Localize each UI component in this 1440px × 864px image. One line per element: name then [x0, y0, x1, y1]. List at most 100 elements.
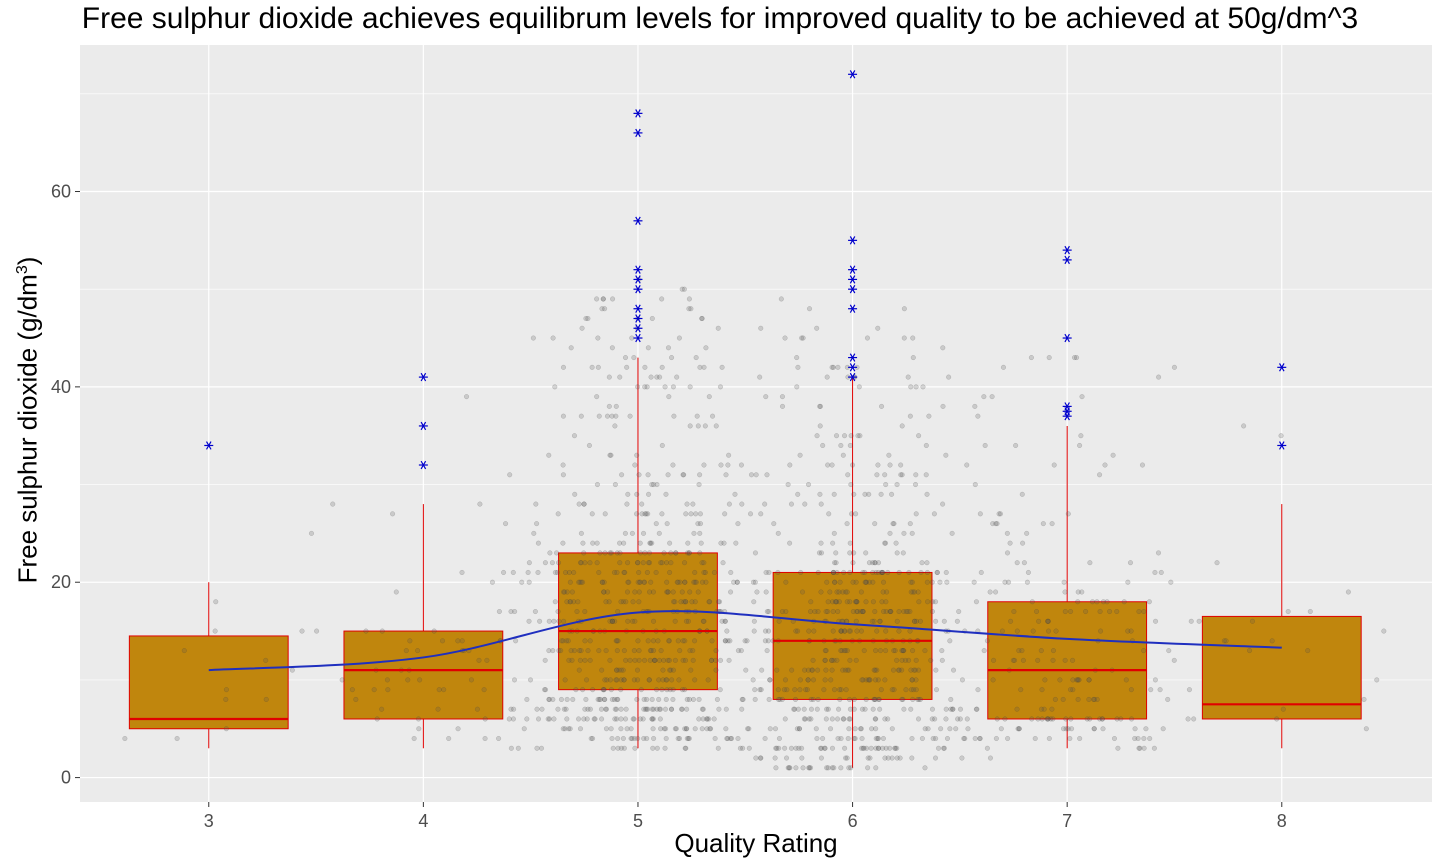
data-point — [537, 618, 543, 624]
data-point — [1186, 687, 1193, 693]
data-point — [687, 384, 693, 390]
data-point — [797, 687, 803, 693]
data-point — [922, 726, 928, 732]
data-point — [834, 657, 840, 663]
data-point — [1060, 696, 1066, 702]
data-point — [852, 374, 858, 380]
data-point — [679, 706, 685, 712]
data-point — [674, 374, 680, 380]
data-point — [800, 765, 806, 771]
data-point — [648, 579, 654, 585]
data-point — [1305, 648, 1311, 654]
data-point — [704, 716, 710, 722]
data-point — [872, 716, 878, 722]
data-point — [700, 716, 706, 722]
data-point — [879, 569, 885, 576]
data-point — [584, 716, 590, 722]
data-point — [917, 618, 923, 624]
data-point — [685, 540, 691, 546]
data-point — [972, 403, 978, 409]
data-point — [770, 638, 776, 644]
data-point — [909, 579, 915, 585]
data-point — [608, 550, 614, 556]
data-point — [1052, 696, 1058, 702]
y-axis-label-end: ) — [12, 256, 43, 266]
data-point — [824, 706, 830, 712]
data-point — [1045, 618, 1051, 624]
data-point — [943, 628, 949, 634]
data-point — [510, 569, 516, 576]
data-point — [686, 296, 692, 302]
data-point — [587, 638, 593, 644]
data-point — [922, 765, 928, 771]
data-point — [929, 706, 936, 712]
box — [987, 601, 1148, 720]
data-point — [690, 696, 697, 702]
data-point — [766, 569, 772, 576]
data-point — [832, 579, 838, 585]
data-point — [899, 648, 905, 654]
data-point — [654, 706, 660, 712]
data-point — [576, 716, 582, 722]
data-point — [223, 696, 229, 702]
data-point — [782, 335, 788, 341]
data-point — [735, 735, 741, 742]
data-point — [853, 599, 859, 605]
data-point — [668, 550, 674, 556]
data-point — [611, 569, 618, 576]
data-point — [614, 638, 620, 644]
data-point — [901, 530, 907, 536]
data-point — [883, 628, 889, 634]
data-point — [658, 726, 664, 732]
data-point — [806, 638, 813, 644]
data-point — [822, 657, 828, 663]
data-point — [843, 618, 850, 624]
data-point — [594, 560, 600, 566]
data-point — [696, 696, 702, 702]
data-point — [847, 540, 853, 546]
data-point — [718, 462, 724, 468]
data-point — [441, 687, 447, 693]
data-point — [624, 364, 630, 370]
data-point — [670, 696, 676, 702]
data-point — [640, 560, 646, 566]
data-point — [945, 628, 951, 634]
data-point — [1107, 608, 1113, 615]
data-point — [686, 696, 692, 702]
data-point — [680, 472, 686, 478]
data-point — [560, 638, 566, 644]
data-point — [1050, 648, 1057, 654]
data-point — [875, 462, 881, 468]
data-point — [542, 687, 548, 693]
data-point — [818, 755, 824, 761]
data-point — [1123, 677, 1129, 683]
data-point — [589, 511, 595, 517]
data-point — [647, 540, 653, 546]
data-point — [1051, 462, 1057, 468]
data-point — [670, 462, 676, 468]
data-point — [646, 677, 652, 683]
data-point — [415, 716, 422, 722]
data-point — [631, 677, 637, 683]
data-point — [1152, 569, 1158, 576]
data-point — [805, 677, 811, 683]
data-point — [851, 735, 857, 742]
data-point — [600, 687, 606, 693]
data-point — [1363, 726, 1369, 732]
data-point — [590, 540, 596, 546]
data-point — [1035, 657, 1041, 663]
data-point — [752, 687, 758, 693]
data-point — [599, 716, 605, 722]
data-point — [545, 716, 551, 722]
data-point — [757, 687, 763, 693]
data-point — [550, 335, 556, 341]
data-point — [839, 618, 845, 624]
data-point — [1241, 423, 1247, 429]
data-point — [858, 726, 864, 732]
data-point — [848, 481, 854, 488]
data-point — [498, 638, 504, 644]
data-point — [637, 579, 643, 585]
data-point — [869, 618, 875, 624]
data-point — [1374, 677, 1380, 683]
data-point — [649, 540, 655, 546]
